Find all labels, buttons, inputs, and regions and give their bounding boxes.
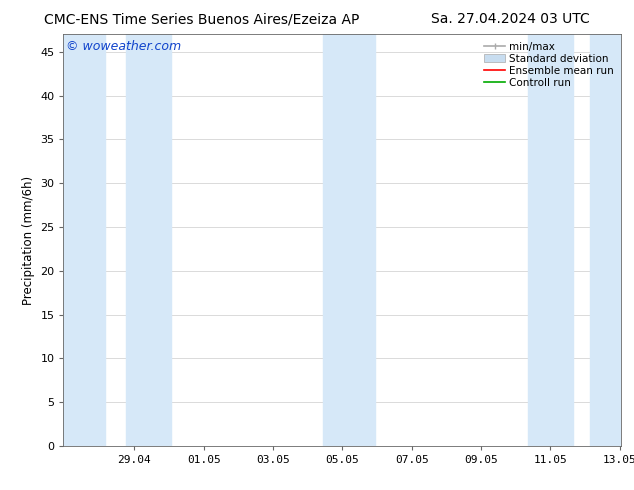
Text: Sa. 27.04.2024 03 UTC: Sa. 27.04.2024 03 UTC	[431, 12, 590, 26]
Bar	[323, 34, 375, 446]
Legend: min/max, Standard deviation, Ensemble mean run, Controll run: min/max, Standard deviation, Ensemble me…	[480, 37, 618, 92]
Text: © woweather.com: © woweather.com	[66, 41, 181, 53]
Text: CMC-ENS Time Series Buenos Aires/Ezeiza AP: CMC-ENS Time Series Buenos Aires/Ezeiza …	[44, 12, 359, 26]
Bar	[527, 34, 573, 446]
Bar	[63, 34, 105, 446]
Bar	[126, 34, 171, 446]
Bar	[590, 34, 621, 446]
Y-axis label: Precipitation (mm/6h): Precipitation (mm/6h)	[22, 175, 35, 305]
